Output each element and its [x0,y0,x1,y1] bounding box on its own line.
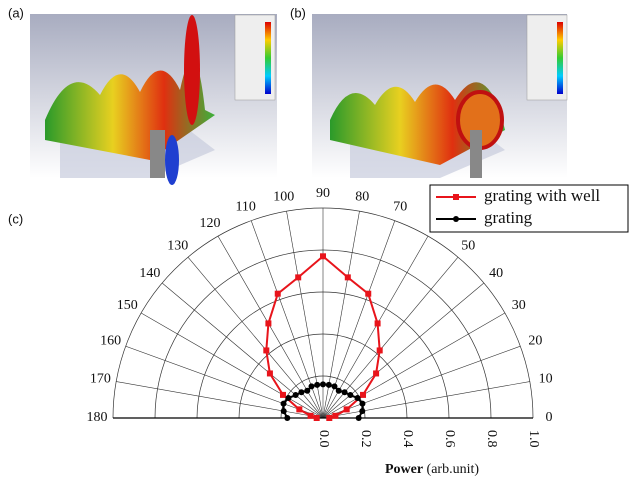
angle-tick-label: 10 [539,371,553,386]
axis-label: Power (arb.unit) [385,462,479,477]
polar-plot: 0.00.20.40.60.81.00102030405060708090100… [87,185,629,448]
angle-tick-label: 160 [100,334,121,349]
angle-tick-label: 150 [117,298,138,313]
angle-tick-label: 100 [273,190,294,205]
render-a [30,14,277,185]
marker [267,370,273,376]
angle-tick-label: 140 [139,266,160,281]
marker [293,392,299,398]
legend: grating with well grating [430,185,628,232]
marker [281,408,287,414]
marker [320,253,326,259]
legend-label: grating with well [484,186,600,205]
grid-spoke [323,283,484,418]
marker [326,382,332,388]
marker [359,401,365,407]
marker [296,406,302,412]
angle-tick-label: 90 [316,186,330,201]
render-b [312,14,567,178]
marker [342,389,348,395]
marker [284,415,290,421]
angle-tick-label: 170 [90,371,111,386]
radial-tick-label: 0.4 [400,430,415,448]
angle-tick-label: 80 [355,190,369,205]
angle-tick-label: 180 [87,410,108,425]
angle-tick-label: 20 [528,334,542,349]
marker [331,383,337,389]
legend-marker [453,194,459,200]
marker [285,395,291,401]
radial-tick-label: 0.8 [484,430,499,448]
radial-tick-label: 0.0 [316,430,331,448]
marker [345,274,351,280]
marker [304,388,310,394]
angle-tick-label: 40 [489,266,503,281]
angle-tick-label: 120 [200,216,221,231]
angle-tick-label: 0 [546,410,553,425]
panel-label: (c) [8,211,23,226]
radial-tick-label: 0.6 [442,430,457,448]
marker [332,413,338,419]
axis-label-rest: (arb.unit) [427,462,480,477]
marker [373,370,379,376]
marker [308,413,314,419]
legend-label: grating [484,208,533,227]
marker [275,291,281,297]
marker [359,408,365,414]
marker [314,382,320,388]
marker [280,392,286,398]
marker [355,395,361,401]
marker [295,274,301,280]
marker [336,388,342,394]
marker [320,381,326,387]
marker [375,320,381,326]
legend-marker [453,216,459,222]
angle-tick-label: 110 [235,200,255,215]
marker [326,415,332,421]
marker [377,347,383,353]
panel-label: (a) [8,5,24,20]
page: (a) (b) (c) 0.0 0.2 0.4 0.6 0.8 1.0 0 10 20 30 40 5… [0,0,629,483]
radial-tick-label: 1.0 [526,430,541,448]
marker [365,291,371,297]
panel-label: (b) [290,5,306,20]
marker [314,415,320,421]
marker [281,401,287,407]
radial-tick-label: 0.2 [358,430,373,448]
marker [344,406,350,412]
angle-tick-label: 130 [167,239,188,254]
marker [309,383,315,389]
angle-tick-label: 70 [393,200,407,215]
marker [265,320,271,326]
marker [347,392,353,398]
marker [263,347,269,353]
marker [298,389,304,395]
marker [360,392,366,398]
axis-label-bold: Power [385,462,423,477]
marker [356,415,362,421]
angle-tick-label: 50 [461,239,475,254]
figure: (a) (b) (c) 0.0 0.2 0.4 0.6 0.8 1.0 0 10 20 30 40 5… [0,0,629,483]
grid-spoke [162,283,323,418]
angle-tick-label: 30 [512,298,526,313]
